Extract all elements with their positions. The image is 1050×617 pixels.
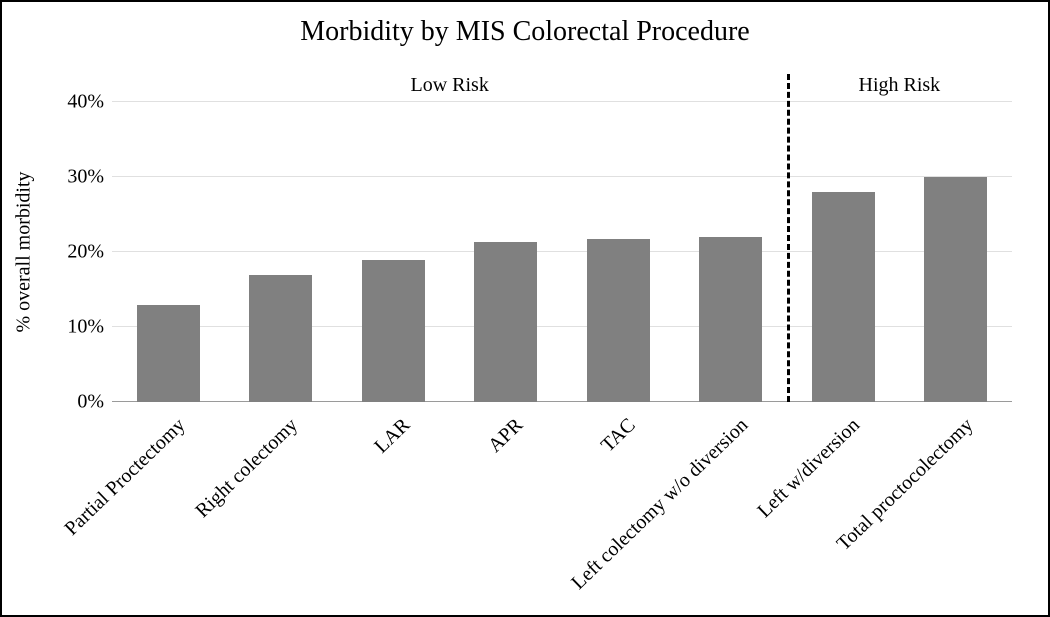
bar xyxy=(924,177,987,402)
x-tick-label: Left w/diversion xyxy=(754,414,865,523)
x-tick-label: Right colectomy xyxy=(191,414,302,523)
chart-title: Morbidity by MIS Colorectal Procedure xyxy=(2,16,1048,48)
x-tick-label: Partial Proctectomy xyxy=(61,414,191,541)
y-tick-label: 10% xyxy=(67,316,104,339)
x-axis-line xyxy=(112,401,1012,402)
y-tick-label: 0% xyxy=(77,391,104,414)
bar xyxy=(699,237,762,402)
gridline xyxy=(112,101,1012,102)
x-tick-label: Left colectomy w/o diversion xyxy=(567,414,753,595)
x-tick-label: APR xyxy=(484,414,528,458)
group-label: Low Risk xyxy=(411,74,489,97)
y-axis-label: % overall morbidity xyxy=(13,171,36,332)
chart-frame: Morbidity by MIS Colorectal Procedure % … xyxy=(0,0,1050,617)
x-tick-label: TAC xyxy=(597,414,641,457)
plot-area: 0%10%20%30%40% xyxy=(112,102,1012,402)
gridline xyxy=(112,251,1012,252)
gridline xyxy=(112,326,1012,327)
y-tick-label: 30% xyxy=(67,166,104,189)
bar xyxy=(362,260,425,403)
risk-divider xyxy=(787,74,790,402)
bar xyxy=(137,305,200,403)
y-tick-label: 40% xyxy=(67,91,104,114)
bar xyxy=(812,192,875,402)
x-tick-label: LAR xyxy=(370,414,415,458)
y-tick-label: 20% xyxy=(67,241,104,264)
bar xyxy=(474,242,537,402)
group-label: High Risk xyxy=(859,74,941,97)
bar xyxy=(249,275,312,403)
bar xyxy=(587,239,650,403)
gridline xyxy=(112,176,1012,177)
